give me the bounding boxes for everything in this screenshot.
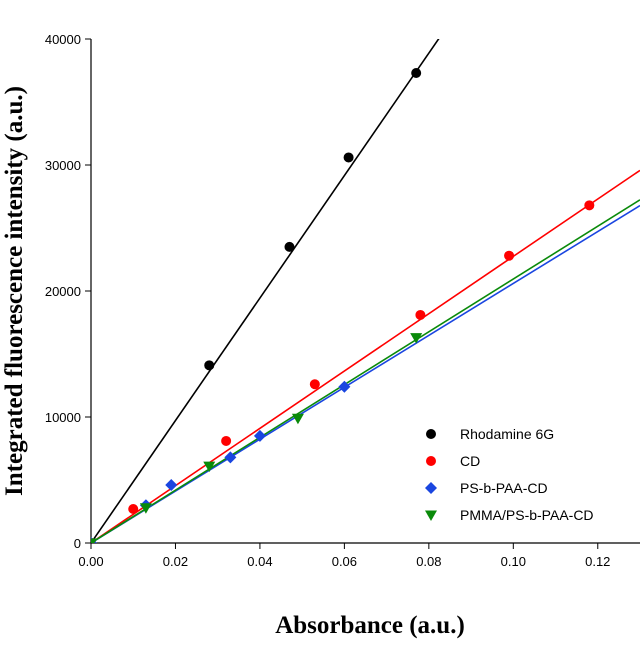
x-tick-label: 0.12 bbox=[585, 554, 610, 569]
data-point-rhodamine-6g bbox=[411, 68, 422, 79]
data-point-cd bbox=[584, 200, 595, 211]
x-tick-label: 0.02 bbox=[163, 554, 188, 569]
legend-marker-pmma-ps-b-paa-cd bbox=[425, 510, 437, 521]
data-point-cd bbox=[504, 250, 515, 261]
y-tick-label: 40000 bbox=[45, 32, 81, 47]
fit-line-ps-b-paa-cd bbox=[91, 204, 640, 543]
x-tick-label: 0.00 bbox=[78, 554, 103, 569]
data-point-rhodamine-6g bbox=[204, 360, 215, 371]
data-point-pmma-ps-b-paa-cd bbox=[139, 503, 152, 514]
data-point-cd bbox=[221, 435, 232, 446]
data-point-pmma-ps-b-paa-cd bbox=[203, 461, 216, 473]
data-point-cd bbox=[309, 379, 320, 390]
data-point-ps-b-paa-cd bbox=[338, 380, 351, 393]
data-point-pmma-ps-b-paa-cd bbox=[410, 333, 423, 344]
legend-label-rhodamine-6g: Rhodamine 6G bbox=[460, 426, 554, 442]
legend-marker-cd bbox=[426, 456, 436, 466]
y-axis-title: Integrated fluorescence intensity (a.u.) bbox=[1, 86, 28, 496]
y-tick-label: 0 bbox=[74, 536, 81, 551]
data-point-ps-b-paa-cd bbox=[253, 429, 266, 442]
x-tick-label: 0.08 bbox=[416, 554, 441, 569]
data-point-rhodamine-6g bbox=[284, 241, 295, 252]
fit-line-pmma-ps-b-paa-cd bbox=[91, 199, 640, 543]
data-point-cd bbox=[128, 503, 139, 514]
data-point-rhodamine-6g bbox=[343, 152, 354, 163]
data-point-ps-b-paa-cd bbox=[224, 451, 237, 464]
x-axis-title: Absorbance (a.u.) bbox=[275, 612, 465, 639]
y-tick-label: 30000 bbox=[45, 158, 81, 173]
legend-marker-ps-b-paa-cd bbox=[425, 482, 437, 494]
y-tick-label: 20000 bbox=[45, 284, 81, 299]
x-tick-label: 0.06 bbox=[332, 554, 357, 569]
y-tick-label: 10000 bbox=[45, 410, 81, 425]
legend-label-ps-b-paa-cd: PS-b-PAA-CD bbox=[460, 480, 548, 496]
data-point-pmma-ps-b-paa-cd bbox=[91, 538, 97, 543]
x-tick-label: 0.04 bbox=[247, 554, 272, 569]
legend-marker-rhodamine-6g bbox=[426, 429, 436, 439]
data-point-ps-b-paa-cd bbox=[165, 479, 178, 492]
legend-label-pmma-ps-b-paa-cd: PMMA/PS-b-PAA-CD bbox=[460, 507, 594, 523]
data-point-pmma-ps-b-paa-cd bbox=[291, 413, 304, 425]
fit-line-rhodamine-6g bbox=[91, 39, 440, 543]
legend-label-cd: CD bbox=[460, 453, 480, 469]
x-tick-label: 0.10 bbox=[501, 554, 526, 569]
data-point-cd bbox=[415, 309, 426, 320]
fit-line-cd bbox=[91, 169, 640, 543]
